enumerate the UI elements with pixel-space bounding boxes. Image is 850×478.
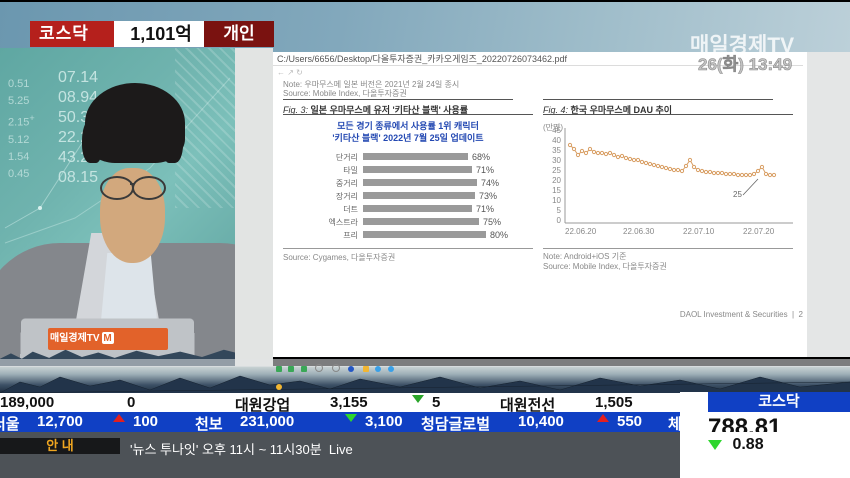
svg-text:25: 25 [552, 166, 561, 175]
svg-text:45: 45 [552, 126, 561, 135]
svg-text:10: 10 [552, 196, 561, 205]
svg-text:22.07.10: 22.07.10 [683, 227, 715, 236]
svg-text:22.07.20: 22.07.20 [743, 227, 775, 236]
svg-text:35: 35 [552, 146, 561, 155]
svg-text:5: 5 [557, 206, 562, 215]
svg-text:22.06.20: 22.06.20 [565, 227, 597, 236]
svg-text:22.06.30: 22.06.30 [623, 227, 655, 236]
svg-text:30: 30 [552, 156, 561, 165]
svg-text:0: 0 [557, 216, 562, 225]
svg-text:40: 40 [552, 136, 561, 145]
svg-text:25: 25 [733, 190, 742, 199]
svg-text:20: 20 [552, 176, 561, 185]
svg-text:15: 15 [552, 186, 561, 195]
